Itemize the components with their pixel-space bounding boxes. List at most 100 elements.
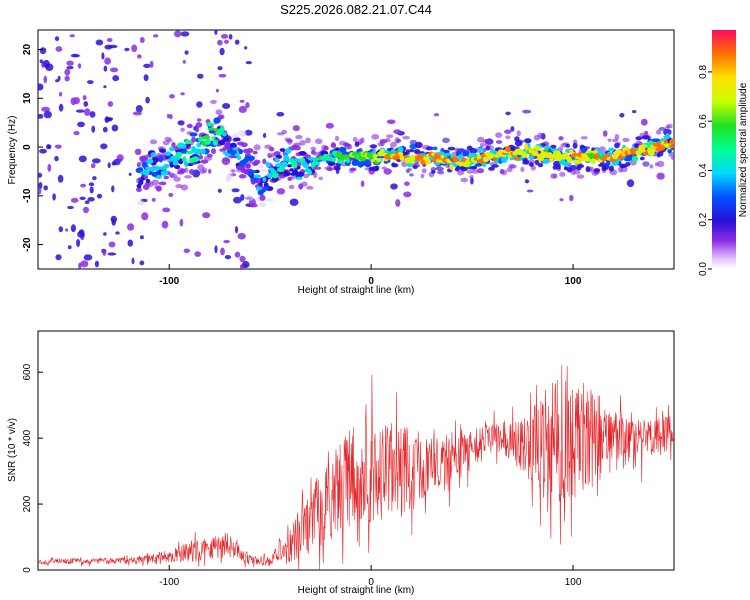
heatmap-cell (635, 136, 642, 141)
heatmap-cell (165, 151, 171, 157)
heatmap-cell (163, 163, 170, 169)
heatmap-cell (386, 119, 396, 125)
heatmap-cell (656, 172, 665, 180)
heatmap-cell (189, 132, 198, 137)
heatmap-cell (602, 130, 608, 137)
heatmap-cell (648, 149, 655, 156)
heatmap-cell (263, 186, 269, 191)
heatmap-cell (110, 215, 118, 223)
heatmap-cell (139, 155, 147, 162)
heatmap-cell (460, 177, 468, 183)
colorbar-tick-label: 0.6 (698, 114, 709, 128)
heatmap-cell (632, 148, 638, 152)
heatmap-cell (493, 156, 498, 162)
snr-x-tick-label: 0 (368, 577, 374, 588)
heatmap-cell (54, 36, 60, 42)
heatmap-cell (115, 231, 120, 235)
heatmap-cell (180, 92, 185, 96)
heatmap-cell (145, 96, 150, 104)
heatmap-cell (281, 129, 288, 135)
heatmap-cell (169, 94, 175, 99)
snr-y-tick-label: 0 (22, 567, 33, 573)
heatmap-cell (149, 139, 158, 145)
heatmap-cell (537, 163, 544, 168)
heatmap-cell (159, 148, 167, 153)
heatmap-cell (572, 142, 578, 149)
heatmap-cell (526, 189, 534, 193)
heatmap-cell (43, 75, 48, 84)
heatmap-cell (244, 46, 248, 50)
heatmap-cell (39, 59, 43, 63)
heatmap-cell (246, 148, 254, 154)
heatmap-cell (258, 182, 263, 187)
heatmap-cell (417, 154, 424, 161)
colorbar-tick-label: 0.2 (698, 212, 709, 226)
heatmap-cell (371, 134, 380, 140)
heatmap-cell (253, 144, 261, 151)
heatmap-y-tick-label: 20 (22, 44, 33, 56)
heatmap-cell (173, 176, 181, 182)
heatmap-cell (103, 65, 108, 72)
heatmap-cell (244, 129, 253, 136)
heatmap-x-tick-label: 0 (368, 276, 374, 287)
heatmap-cell (471, 169, 479, 174)
heatmap-cell (522, 109, 532, 114)
heatmap-cell (54, 155, 59, 162)
heatmap-cell (262, 158, 267, 165)
heatmap-cell (245, 61, 252, 65)
heatmap-cell (77, 63, 82, 69)
heatmap-cell (360, 137, 365, 144)
heatmap-cell (223, 239, 230, 244)
heatmap-cell (558, 136, 564, 141)
heatmap-cell (237, 232, 246, 240)
heatmap-y-tick-label: 10 (22, 92, 33, 104)
heatmap-cell (354, 141, 360, 147)
heatmap-cell (180, 127, 186, 132)
heatmap-cell (345, 143, 351, 147)
heatmap-cell (287, 140, 293, 145)
heatmap-cell (233, 137, 241, 142)
heatmap-cell (107, 101, 114, 107)
heatmap-cell (191, 136, 196, 143)
heatmap-cell (240, 264, 245, 269)
heatmap-cell (83, 101, 89, 107)
heatmap-cell (87, 197, 95, 202)
heatmap-cell (414, 141, 423, 149)
heatmap-cell (523, 159, 529, 165)
heatmap-cell (183, 248, 190, 254)
heatmap-cell (632, 110, 637, 114)
heatmap-cell (142, 169, 150, 176)
heatmap-cell (442, 137, 450, 143)
heatmap-cell (376, 157, 382, 163)
heatmap-cell (57, 174, 64, 183)
heatmap-cell (433, 113, 440, 117)
heatmap-cell (96, 193, 103, 199)
heatmap-cell (267, 172, 273, 179)
heatmap-cell (476, 153, 481, 161)
heatmap-cell (585, 166, 590, 173)
heatmap-cell (334, 135, 340, 142)
heatmap-cell (169, 146, 175, 152)
heatmap-cell (298, 183, 304, 190)
heatmap-cell (253, 174, 261, 179)
heatmap-cell (567, 156, 573, 163)
heatmap-cell (279, 148, 286, 152)
heatmap-cell (305, 137, 311, 144)
heatmap-cell (149, 60, 154, 68)
heatmap-cell (59, 91, 63, 97)
heatmap-cell (449, 163, 454, 171)
heatmap-cell (614, 149, 623, 154)
heatmap-cell (184, 50, 189, 55)
heatmap-cell (528, 155, 535, 160)
heatmap-cell (402, 135, 410, 140)
heatmap-cell (208, 168, 212, 174)
colorbar-tick-label: 0.0 (698, 262, 709, 276)
heatmap-cell (265, 198, 274, 202)
heatmap-cell (178, 143, 187, 149)
heatmap-cell (103, 232, 107, 236)
heatmap-cell (245, 195, 254, 201)
heatmap-cell (252, 161, 259, 166)
heatmap-cell (91, 125, 96, 133)
heatmap-cell (380, 149, 385, 153)
heatmap-cell (607, 138, 612, 142)
